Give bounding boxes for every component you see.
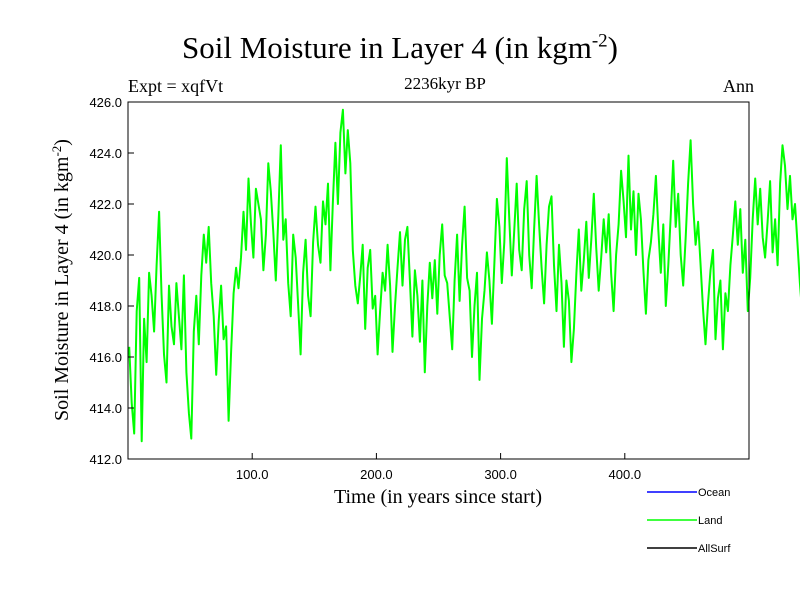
- chart-title: Soil Moisture in Layer 4 (in kgm-2): [0, 30, 800, 66]
- period-label: 2236kyr BP: [404, 74, 486, 93]
- y-tick-label: 426.0: [89, 95, 122, 110]
- series-line-land: [128, 108, 800, 443]
- y-tick-label: 412.0: [89, 452, 122, 467]
- y-tick-label: 424.0: [89, 146, 122, 161]
- y-tick-label: 420.0: [89, 248, 122, 263]
- y-tick-label: 418.0: [89, 299, 122, 314]
- legend-label-ocean: Ocean: [698, 487, 730, 499]
- chart-title-end: ): [607, 30, 618, 65]
- y-axis-title-text: Soil Moisture in Layer 4 (in kgm: [51, 156, 73, 421]
- season-label: Ann: [723, 76, 754, 96]
- experiment-label: Expt = xqfVt: [128, 76, 224, 96]
- y-tick-label: 422.0: [89, 197, 122, 212]
- x-tick-label: 400.0: [609, 467, 642, 482]
- x-tick-label: 300.0: [484, 467, 517, 482]
- x-axis-title: Time (in years since start): [334, 486, 542, 508]
- x-tick-label: 200.0: [360, 467, 393, 482]
- y-tick-label: 414.0: [89, 401, 122, 416]
- legend-label-allsurf: AllSurf: [698, 543, 731, 555]
- y-tick-label: 416.0: [89, 350, 122, 365]
- y-axis-title: Soil Moisture in Layer 4 (in kgm-2): [49, 139, 73, 421]
- x-tick-label: 100.0: [236, 467, 269, 482]
- y-axis-title-end: ): [51, 139, 73, 146]
- series-layer: [128, 108, 800, 443]
- y-axis-title-superscript: -2: [49, 146, 64, 157]
- ticks-layer: 100.0 200.0 300.0 400.0 412.0 414.0 416.0 418.0…: [89, 95, 641, 482]
- legend: Ocean Land AllSurf: [647, 487, 731, 555]
- legend-label-land: Land: [698, 515, 722, 527]
- plot-frame: [127, 101, 750, 460]
- chart-title-superscript: -2: [591, 30, 608, 52]
- chart-title-text: Soil Moisture in Layer 4 (in kgm: [182, 30, 592, 65]
